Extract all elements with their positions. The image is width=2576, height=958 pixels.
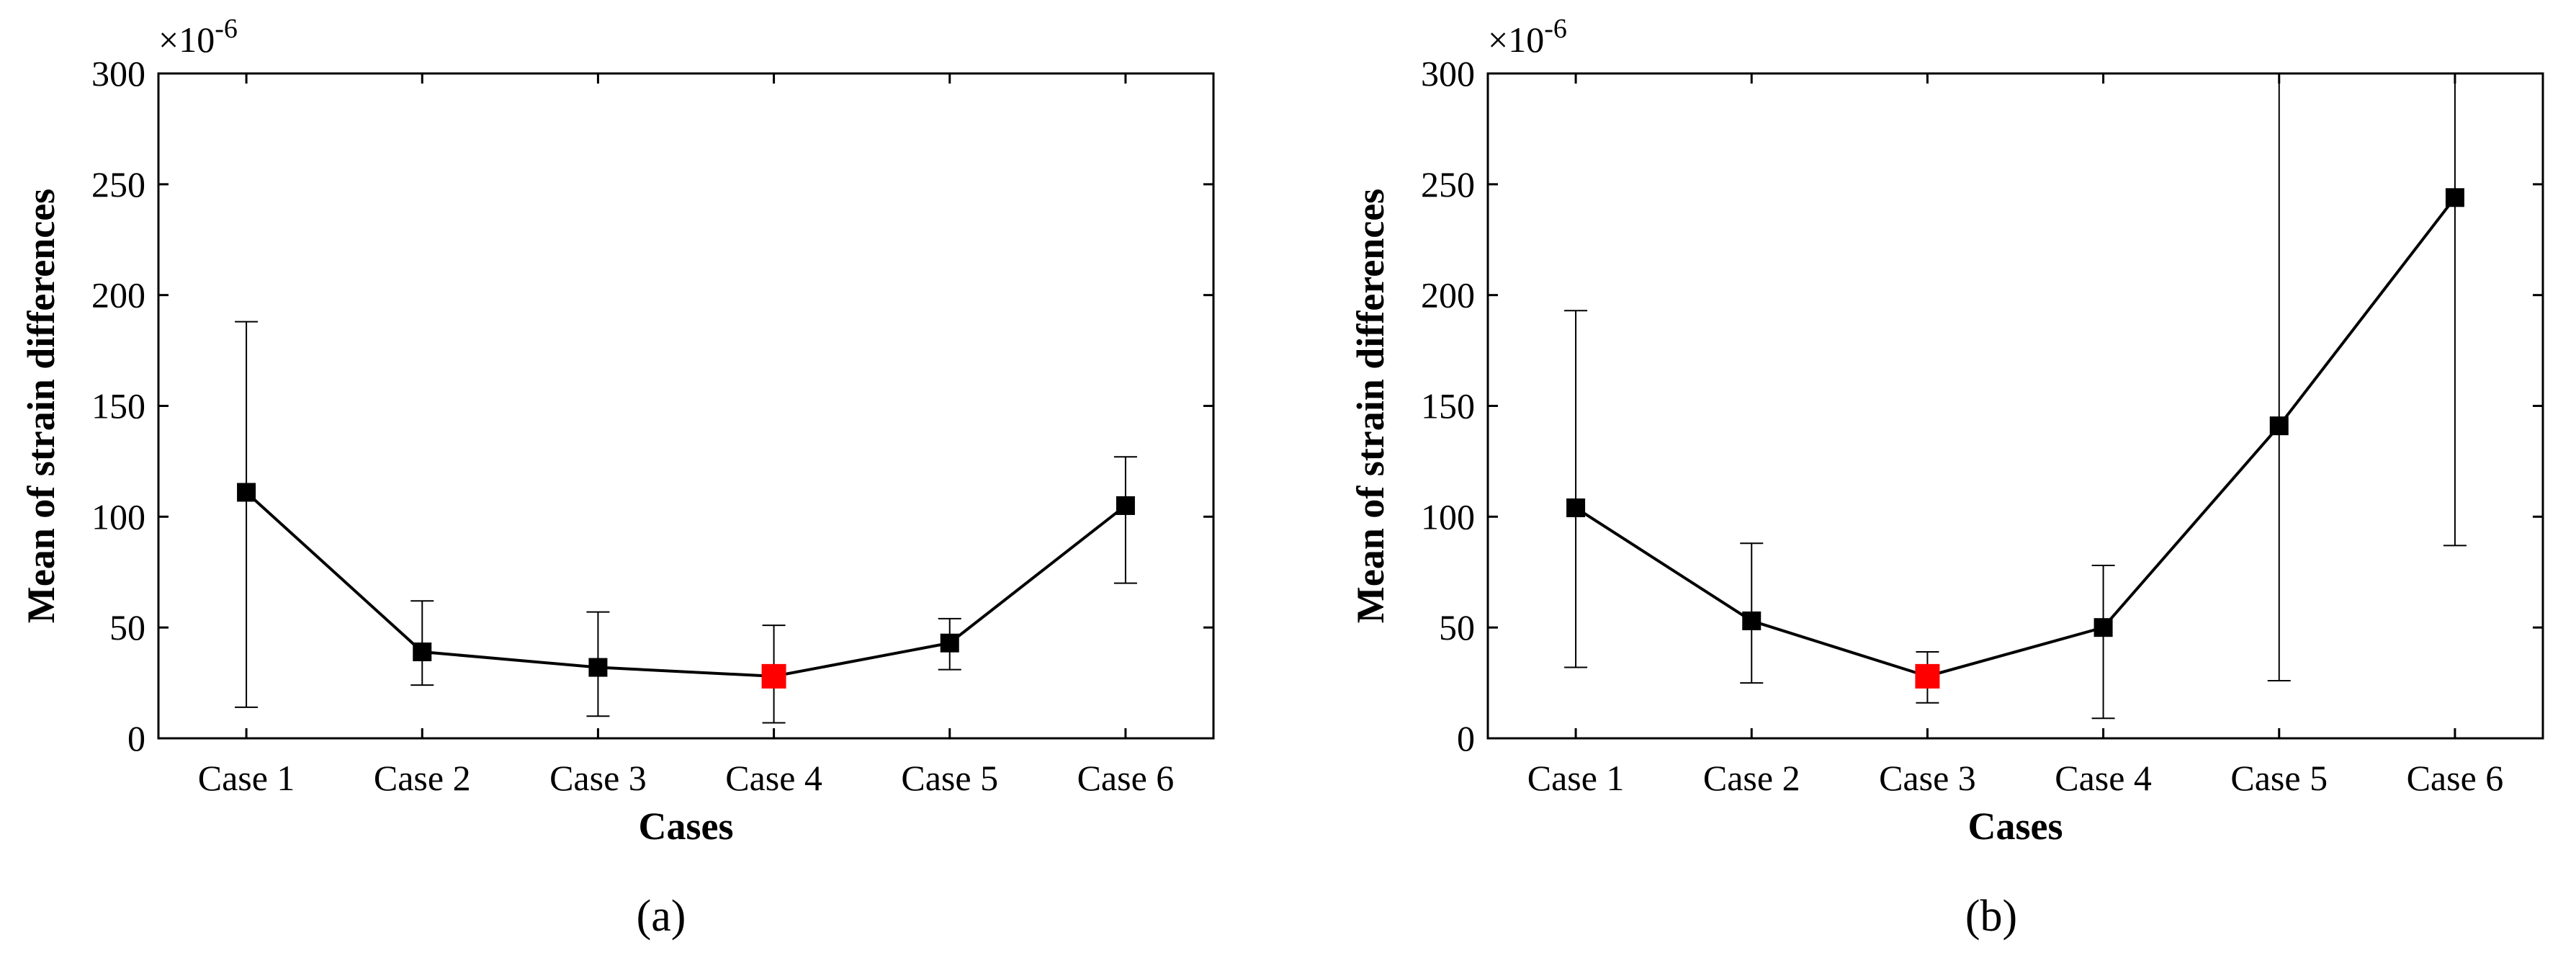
- x-tick-label: Case 6: [1077, 758, 1175, 798]
- x-tick-label: Case 5: [2230, 758, 2328, 798]
- y-axis-label: Mean of strain differences: [1349, 189, 1392, 623]
- y-tick-label: 250: [1421, 164, 1475, 205]
- data-point: [413, 643, 432, 662]
- panel-label: (a): [637, 892, 686, 941]
- y-tick-label: 0: [127, 718, 145, 758]
- data-point: [1116, 496, 1135, 515]
- data-point: [2093, 618, 2113, 637]
- data-point: [588, 658, 608, 677]
- y-exponent-label: ×10-6: [1488, 14, 1567, 60]
- error-bar: [235, 321, 259, 708]
- data-point: [2269, 416, 2289, 436]
- error-bar: [2443, 73, 2467, 547]
- y-tick-label: 100: [91, 496, 145, 537]
- y-axis-label: Mean of strain differences: [19, 189, 63, 623]
- plot-area: [1564, 73, 2467, 720]
- plot-frame: [1486, 72, 2544, 740]
- x-tick-label: Case 3: [1879, 758, 1976, 798]
- y-exponent-base: ×10: [1488, 19, 1544, 60]
- x-tick-label: Case 1: [198, 758, 295, 798]
- series-line: [1575, 197, 2456, 678]
- y-tick-label: 50: [109, 607, 145, 648]
- highlighted-data-point: [1915, 663, 1940, 689]
- y-tick-label: 0: [1457, 718, 1475, 758]
- y-tick-label: 250: [91, 164, 145, 205]
- y-exponent-base: ×10: [158, 19, 215, 60]
- data-point: [1566, 498, 1586, 518]
- plot-frame: [157, 72, 1215, 740]
- error-bar: [2267, 73, 2291, 682]
- data-point: [940, 633, 959, 653]
- y-tick-label: 300: [1421, 53, 1475, 94]
- series-line: [245, 491, 1127, 678]
- x-axis-label: Cases: [639, 805, 734, 848]
- data-point: [2445, 188, 2464, 207]
- error-bar: [1564, 310, 1588, 668]
- y-tick-label: 200: [1421, 275, 1475, 315]
- data-point: [1742, 611, 1762, 630]
- y-tick-label: 100: [1421, 496, 1475, 537]
- y-exponent-label: ×10-6: [158, 14, 238, 60]
- x-axis-label: Cases: [1968, 805, 2063, 848]
- y-tick-label: 300: [91, 53, 145, 94]
- x-tick-label: Case 6: [2407, 758, 2504, 798]
- x-tick-label: Case 2: [1703, 758, 1800, 798]
- y-tick-label: 50: [1439, 607, 1475, 648]
- chart-panel-a: 0 50 100 150 200 250 300 Case 1 Case 2 Case 3 Case…: [19, 14, 1215, 941]
- error-bar: [2091, 565, 2115, 720]
- panel-label: (b): [1965, 892, 2017, 941]
- highlighted-data-point: [761, 663, 786, 689]
- y-tick-label: 150: [91, 386, 145, 426]
- x-tick-label: Case 4: [725, 758, 822, 798]
- y-exponent-power: -6: [1544, 14, 1567, 44]
- error-bar: [1113, 456, 1137, 584]
- x-tick-label: Case 4: [2055, 758, 2152, 798]
- y-tick-label: 150: [1421, 386, 1475, 426]
- chart-panel-b: 0 50 100 150 200 250 300 Case 1 Case 2 Case 3 Case…: [1349, 14, 2544, 941]
- y-exponent-power: -6: [215, 14, 238, 44]
- data-point: [237, 483, 256, 502]
- x-tick-label: Case 3: [549, 758, 647, 798]
- x-tick-label: Case 2: [374, 758, 471, 798]
- x-tick-label: Case 5: [901, 758, 998, 798]
- x-tick-label: Case 1: [1527, 758, 1625, 798]
- y-tick-label: 200: [91, 275, 145, 315]
- plot-area: [235, 321, 1137, 724]
